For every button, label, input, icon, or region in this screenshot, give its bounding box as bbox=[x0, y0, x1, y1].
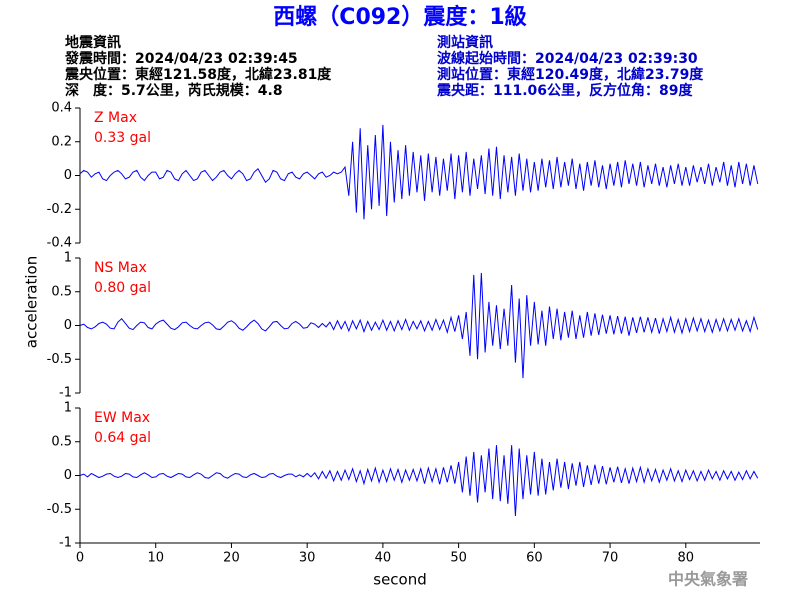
y-tick-label: -0.2 bbox=[47, 202, 72, 217]
y-axis-label: acceleration bbox=[23, 256, 41, 348]
y-tick-label: 1 bbox=[64, 401, 72, 416]
y-tick-label: -0.5 bbox=[47, 352, 72, 367]
info-left: 震央位置：東經121.58度，北緯23.81度 bbox=[64, 66, 332, 83]
y-tick-label: -1 bbox=[59, 536, 72, 551]
info-right: 測站資訊 bbox=[437, 34, 493, 51]
info-left: 地震資訊 bbox=[65, 34, 121, 51]
x-tick-label: 40 bbox=[375, 551, 392, 566]
component-name: Z Max bbox=[94, 110, 137, 126]
y-tick-label: -1 bbox=[59, 386, 72, 401]
x-tick-label: 50 bbox=[450, 551, 467, 566]
x-tick-label: 70 bbox=[602, 551, 619, 566]
info-left: 發震時間：2024/04/23 02:39:45 bbox=[64, 50, 298, 67]
y-tick-label: -0.5 bbox=[47, 502, 72, 517]
info-left: 深 度：5.7公里，芮氏規模：4.8 bbox=[65, 82, 283, 99]
x-tick-label: 80 bbox=[678, 551, 695, 566]
component-name: NS Max bbox=[94, 260, 147, 276]
chart-title: 西螺（C092）震度：1級 bbox=[273, 4, 526, 30]
info-right: 測站位置：東經120.49度，北緯23.79度 bbox=[437, 66, 704, 83]
component-max: 0.64 gal bbox=[94, 430, 151, 446]
y-tick-label: 0.5 bbox=[51, 434, 72, 449]
y-tick-label: 0.4 bbox=[51, 101, 72, 116]
x-tick-label: 20 bbox=[223, 551, 240, 566]
component-name: EW Max bbox=[94, 410, 150, 426]
component-max: 0.80 gal bbox=[94, 280, 151, 296]
y-tick-label: -0.4 bbox=[47, 236, 72, 251]
x-tick-label: 10 bbox=[147, 551, 164, 566]
x-tick-label: 0 bbox=[76, 551, 84, 566]
y-tick-label: 0.5 bbox=[51, 284, 72, 299]
info-right: 震央距：111.06公里，反方位角：89度 bbox=[436, 82, 694, 99]
waveform bbox=[79, 272, 759, 379]
y-tick-label: 0 bbox=[64, 168, 72, 183]
x-tick-label: 30 bbox=[299, 551, 316, 566]
y-tick-label: 0 bbox=[64, 318, 72, 333]
agency-footer: 中央氣象署 bbox=[668, 570, 748, 589]
x-tick-label: 60 bbox=[526, 551, 543, 566]
y-tick-label: 0 bbox=[64, 468, 72, 483]
info-right: 波線起始時間：2024/04/23 02:39:30 bbox=[437, 50, 698, 67]
y-tick-label: 0.2 bbox=[51, 134, 72, 149]
x-axis-label: second bbox=[373, 571, 427, 589]
waveform bbox=[79, 124, 759, 220]
component-max: 0.33 gal bbox=[94, 130, 151, 146]
waveform bbox=[79, 445, 759, 517]
y-tick-label: 1 bbox=[64, 251, 72, 266]
